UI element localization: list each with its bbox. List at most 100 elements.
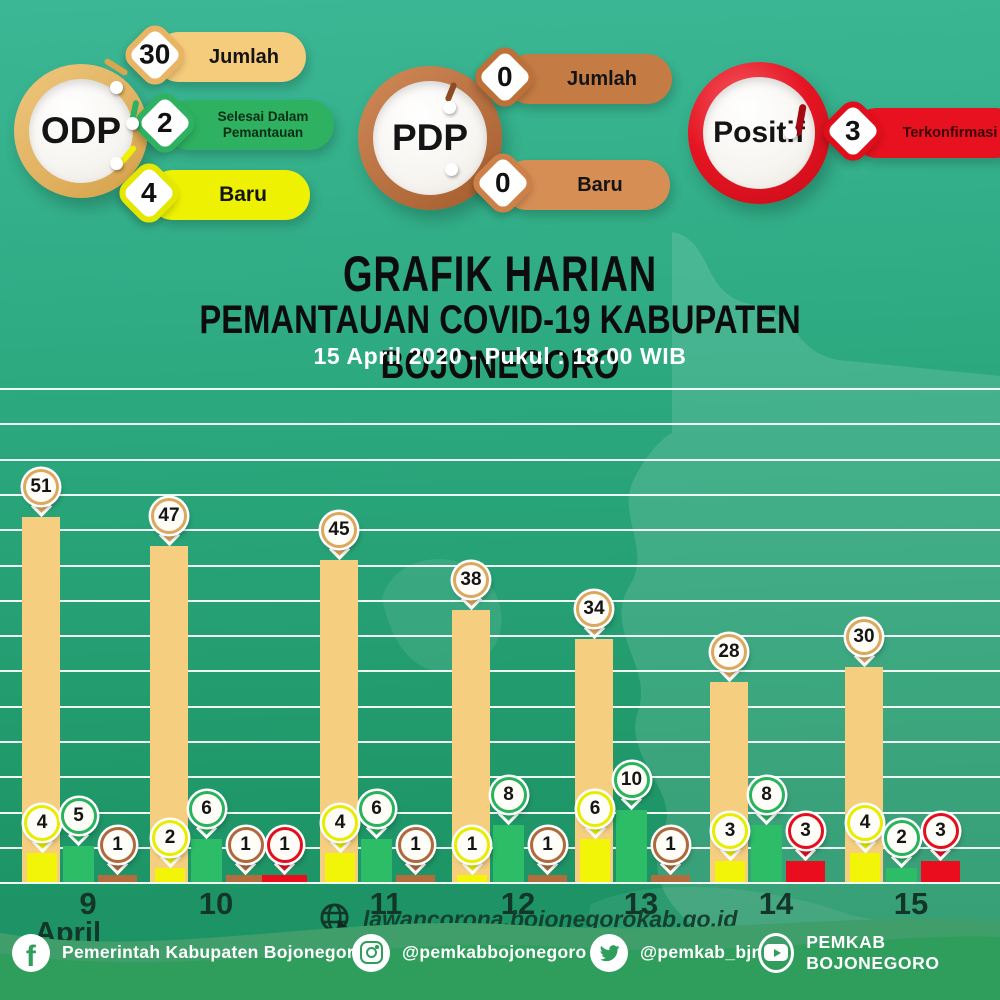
odp-selesai-value: 2: [157, 106, 173, 138]
youtube-handle: PEMKAB BOJONEGORO: [806, 931, 940, 973]
gridline: [0, 741, 1000, 743]
odp-jumlah-value: 30: [139, 39, 171, 70]
odp-connector-dot-2: [126, 117, 139, 130]
x-axis-label-13: 13: [623, 886, 659, 921]
footer-wave-background: [0, 918, 1000, 1000]
value-pin: 3: [712, 813, 748, 849]
positif-terkonfirmasi-label: Terkonfirmasi: [902, 125, 998, 141]
bar-positif-14: [786, 861, 825, 882]
bar-positif-15: [921, 861, 960, 882]
pdp-connector-dot-2: [445, 163, 458, 176]
value-pin: 1: [99, 827, 136, 863]
pdp-baru-value: 0: [495, 166, 511, 198]
bar-odp-baru-12: [457, 875, 487, 882]
bar-selesai-dalam-pemantauan-11: [361, 839, 392, 882]
bar-selesai-dalam-pemantauan-12: [493, 825, 524, 882]
facebook-account[interactable]: f Pemerintah Kabupaten Bojonegoro: [12, 905, 365, 1000]
twitter-icon: [590, 933, 628, 972]
bar-odp-baru-9: [27, 853, 57, 882]
bar-odp-baru-15: [850, 853, 880, 882]
value-pin: 30: [846, 619, 882, 655]
gridline: [0, 670, 1000, 673]
pdp-jumlah-label: Jumlah: [566, 67, 638, 90]
value-pin: 45: [321, 512, 357, 548]
instagram-icon: [352, 933, 390, 972]
bar-selesai-dalam-pemantauan-10: [191, 839, 222, 882]
bar-pdp-10: [226, 875, 265, 882]
odp-baru-value: 4: [141, 176, 157, 208]
gridline: [0, 776, 1000, 779]
x-axis-label-15: 15: [893, 886, 929, 921]
facebook-handle: Pemerintah Kabupaten Bojonegoro: [62, 942, 365, 962]
bar-positif-10: [262, 875, 307, 882]
x-axis-label-14: 14: [758, 886, 794, 921]
youtube-account[interactable]: PEMKAB BOJONEGORO: [758, 905, 1000, 1000]
positif-value: 3: [845, 114, 861, 146]
value-pin: 47: [151, 498, 187, 534]
value-pin: 51: [23, 469, 59, 505]
pdp-connector-dot-1: [443, 101, 456, 114]
value-pin: 3: [922, 813, 959, 849]
value-pin: 1: [454, 827, 490, 863]
value-pin: 38: [453, 562, 489, 598]
x-axis-label-12: 12: [500, 886, 536, 921]
value-pin: 1: [266, 827, 303, 863]
youtube-icon: [758, 932, 795, 973]
value-pin: 1: [227, 827, 264, 863]
pdp-baru-label: Baru: [577, 173, 623, 196]
gridline: [0, 599, 1000, 602]
x-axis-label-10: 10: [198, 886, 234, 921]
x-axis-label-11: 11: [369, 886, 403, 921]
bar-odp-baru-13: [580, 839, 610, 882]
instagram-handle: @pemkabbojonegoro: [402, 942, 587, 962]
x-axis-label-9: 9: [79, 886, 97, 921]
value-pin: 2: [883, 820, 920, 856]
bar-selesai-dalam-pemantauan-9: [63, 846, 94, 882]
value-pin: 6: [358, 791, 395, 827]
bar-odp-baru-10: [155, 868, 185, 882]
value-pin: 6: [188, 791, 225, 827]
twitter-account[interactable]: @pemkab_bjn: [590, 905, 762, 1000]
odp-label: ODP: [40, 110, 122, 151]
sub-title: PEMANTAUAN COVID-19 KABUPATEN BOJONEGORO: [199, 298, 801, 387]
odp-baru-label: Baru: [219, 183, 267, 206]
instagram-account[interactable]: @pemkabbojonegoro: [352, 905, 587, 1000]
gridline: [0, 882, 1000, 885]
main-title: GRAFIK HARIAN: [343, 246, 657, 302]
gridline: [0, 705, 1000, 708]
gridline: [0, 493, 1000, 496]
bar-pdp-9: [98, 875, 137, 882]
value-pin: 4: [322, 805, 358, 841]
value-pin: 1: [397, 827, 434, 863]
odp-connector-dot-3: [110, 157, 123, 170]
positif-connector-dot: [784, 126, 797, 139]
bar-selesai-dalam-pemantauan-15: [886, 868, 917, 882]
value-pin: 5: [60, 798, 97, 834]
value-pin: 4: [24, 805, 60, 841]
pdp-jumlah-value: 0: [497, 60, 513, 92]
gridline: [0, 529, 1000, 532]
gridline: [0, 423, 1000, 426]
bar-pdp-13: [651, 875, 690, 882]
value-pin: 3: [787, 813, 824, 849]
value-pin: 10: [613, 762, 650, 798]
value-pin: 34: [576, 591, 612, 627]
value-pin: 6: [577, 791, 613, 827]
value-pin: 4: [847, 805, 883, 841]
pdp-label: PDP: [391, 117, 469, 158]
bar-pdp-12: [528, 875, 567, 882]
gridline: [0, 388, 1000, 390]
odp-jumlah-label: Jumlah: [208, 45, 280, 68]
value-pin: 8: [748, 777, 785, 813]
value-pin: 8: [490, 777, 527, 813]
facebook-icon: f: [12, 933, 50, 972]
odp-connector-dot-1: [110, 81, 123, 94]
date-time-label: 15 April 2020 - Pukul : 18.00 WIB: [313, 343, 687, 369]
value-pin: 28: [711, 634, 747, 670]
bar-odp-baru-11: [325, 853, 355, 882]
gridline: [0, 635, 1000, 638]
odp-selesai-label: Selesai Dalam Pemantauan: [217, 109, 309, 140]
bar-selesai-dalam-pemantauan-13: [616, 810, 647, 882]
